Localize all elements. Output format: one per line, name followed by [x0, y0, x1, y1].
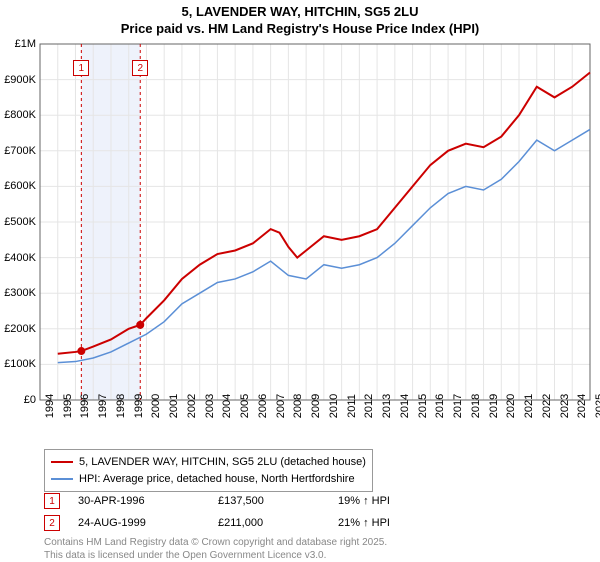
sale-delta: 21% ↑ HPI: [338, 517, 390, 529]
legend-label-price-paid: 5, LAVENDER WAY, HITCHIN, SG5 2LU (detac…: [79, 454, 366, 471]
sale-date: 30-APR-1996: [78, 495, 218, 507]
x-tick-label: 2006: [257, 394, 269, 418]
y-tick-label: £500K: [0, 216, 36, 228]
x-tick-label: 2019: [488, 394, 500, 418]
sale-marker-badge: 1: [73, 60, 89, 76]
x-tick-label: 2007: [275, 394, 287, 418]
sale-marker-badge: 2: [132, 60, 148, 76]
y-tick-label: £900K: [0, 74, 36, 86]
x-tick-label: 2002: [186, 394, 198, 418]
sale-badge: 1: [44, 493, 60, 509]
x-tick-label: 1999: [133, 394, 145, 418]
x-tick-label: 2024: [576, 394, 588, 418]
x-tick-label: 2009: [310, 394, 322, 418]
x-tick-label: 1997: [97, 394, 109, 418]
y-tick-label: £0: [0, 394, 36, 406]
x-tick-label: 2018: [470, 394, 482, 418]
legend: 5, LAVENDER WAY, HITCHIN, SG5 2LU (detac…: [44, 449, 373, 492]
x-tick-label: 2016: [434, 394, 446, 418]
y-tick-label: £200K: [0, 323, 36, 335]
x-tick-label: 1998: [115, 394, 127, 418]
x-tick-label: 2000: [150, 394, 162, 418]
x-tick-label: 2017: [452, 394, 464, 418]
x-tick-label: 1994: [44, 394, 56, 418]
x-tick-label: 2022: [541, 394, 553, 418]
y-tick-label: £700K: [0, 145, 36, 157]
sale-row: 1 30-APR-1996£137,50019% ↑ HPI: [44, 490, 390, 512]
x-tick-label: 2008: [292, 394, 304, 418]
y-tick-label: £300K: [0, 287, 36, 299]
sale-price: £211,000: [218, 517, 338, 529]
sale-row: 2 24-AUG-1999£211,00021% ↑ HPI: [44, 512, 390, 534]
legend-swatch-hpi: [51, 478, 73, 480]
y-tick-label: £100K: [0, 358, 36, 370]
x-tick-label: 2010: [328, 394, 340, 418]
sale-badge: 2: [44, 515, 60, 531]
legend-item-price-paid: 5, LAVENDER WAY, HITCHIN, SG5 2LU (detac…: [51, 454, 366, 471]
x-tick-label: 2005: [239, 394, 251, 418]
x-tick-label: 1995: [62, 394, 74, 418]
sale-delta: 19% ↑ HPI: [338, 495, 390, 507]
x-tick-label: 2021: [523, 394, 535, 418]
x-tick-label: 2001: [168, 394, 180, 418]
sales-table: 1 30-APR-1996£137,50019% ↑ HPI 2 24-AUG-199…: [44, 490, 390, 534]
legend-swatch-price-paid: [51, 461, 73, 463]
x-tick-label: 2004: [221, 394, 233, 418]
chart-container: 5, LAVENDER WAY, HITCHIN, SG5 2LU Price …: [0, 0, 600, 560]
credits-line1: Contains HM Land Registry data © Crown c…: [44, 536, 387, 549]
sale-price: £137,500: [218, 495, 338, 507]
x-tick-label: 2023: [559, 394, 571, 418]
y-tick-label: £1M: [0, 38, 36, 50]
x-tick-label: 2003: [204, 394, 216, 418]
x-tick-label: 2025: [594, 394, 600, 418]
credits-line2: This data is licensed under the Open Gov…: [44, 549, 387, 562]
x-tick-label: 2015: [417, 394, 429, 418]
credits: Contains HM Land Registry data © Crown c…: [44, 536, 387, 562]
legend-item-hpi: HPI: Average price, detached house, Nort…: [51, 471, 366, 488]
x-tick-label: 2012: [363, 394, 375, 418]
x-tick-label: 2013: [381, 394, 393, 418]
x-tick-label: 2011: [346, 394, 358, 418]
line-chart: [0, 0, 600, 410]
x-tick-label: 2014: [399, 394, 411, 418]
x-tick-label: 1996: [79, 394, 91, 418]
x-tick-label: 2020: [505, 394, 517, 418]
legend-label-hpi: HPI: Average price, detached house, Nort…: [79, 471, 355, 488]
y-tick-label: £600K: [0, 180, 36, 192]
y-tick-label: £400K: [0, 252, 36, 264]
y-tick-label: £800K: [0, 109, 36, 121]
sale-date: 24-AUG-1999: [78, 517, 218, 529]
